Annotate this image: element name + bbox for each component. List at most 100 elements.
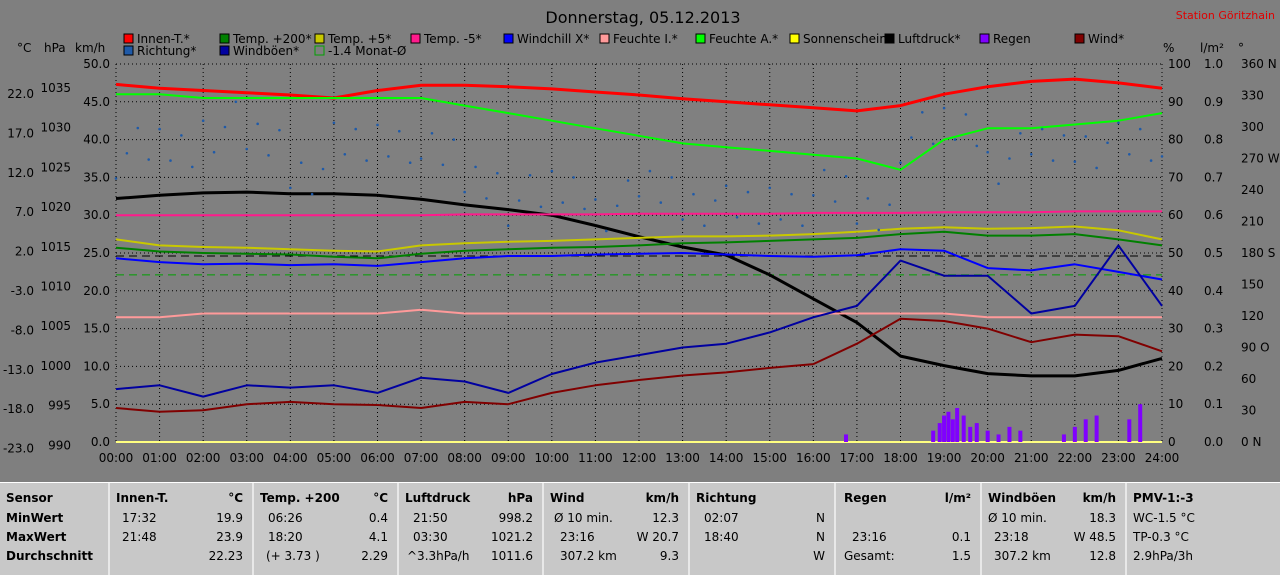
wind-direction-point <box>1128 153 1131 156</box>
kmh-tick-label: 35.0 <box>83 170 110 184</box>
deg-tick-label: 90 O <box>1241 341 1270 355</box>
wind-direction-point <box>605 229 608 233</box>
legend-swatch <box>695 33 706 44</box>
wind-direction-point <box>637 195 641 198</box>
wind-direction-point <box>757 222 761 225</box>
pct-tick-label: 90 <box>1168 95 1183 109</box>
rain-bar <box>1094 415 1099 442</box>
hpa-tick-label: 1025 <box>40 160 71 174</box>
wind-direction-point <box>812 193 815 197</box>
wind-direction-point <box>670 176 673 179</box>
time-tick-label: 00:00 <box>99 451 134 465</box>
pct-tick-label: 10 <box>1168 397 1183 411</box>
legend-swatch <box>123 33 134 44</box>
stats-time: 307.2 km <box>994 549 1051 563</box>
deg-tick-label: 300 <box>1241 120 1264 134</box>
temp-tick-label: 12.0 <box>7 166 34 180</box>
wind-direction-point <box>310 192 314 196</box>
kmh-tick-label: 50.0 <box>83 57 110 71</box>
wind-direction-point <box>986 150 989 154</box>
deg-tick-label: 210 <box>1241 215 1264 229</box>
temp-tick-label: -18.0 <box>3 402 34 416</box>
wind-direction-point <box>997 182 1000 185</box>
stats-col-sensor: Sensor MinWert MaxWert Durchschnitt <box>0 483 107 575</box>
wind-direction-point <box>713 199 717 202</box>
wind-direction-point <box>147 158 150 161</box>
deg-tick-label: 270 W <box>1241 152 1280 166</box>
stats-header: Wind <box>550 491 585 505</box>
wind-direction-point <box>408 161 412 164</box>
wind-direction-point <box>975 144 979 148</box>
wind-direction-point <box>321 167 325 171</box>
stats-col-regen: Regen l/m² 23:16 0.1 Gesamt: 1.5 <box>834 483 979 575</box>
time-tick-label: 01:00 <box>142 451 177 465</box>
stats-time: 21:50 <box>413 511 448 525</box>
rain-tick-label: 0.4 <box>1204 284 1223 298</box>
legend-label: Temp. +5* <box>327 32 391 46</box>
legend-label: Richtung* <box>137 44 196 58</box>
time-tick-label: 07:00 <box>404 451 439 465</box>
pct-tick-label: 80 <box>1168 133 1183 147</box>
wind-direction-point <box>125 151 129 155</box>
time-tick-label: 17:00 <box>840 451 875 465</box>
wind-direction-point <box>332 121 336 125</box>
hpa-tick-label: 995 <box>48 399 71 413</box>
wind-direction-point <box>833 200 837 203</box>
wind-direction-point <box>801 224 804 227</box>
stats-value: 4.1 <box>368 530 388 544</box>
time-tick-label: 04:00 <box>273 451 308 465</box>
wind-direction-point <box>528 174 532 177</box>
stats-col-innen: Innen-T. °C 17:32 19.9 21:48 23.9 22.23 <box>108 483 251 575</box>
stats-value: W 20.7 <box>636 530 679 544</box>
wind-direction-point <box>365 159 368 162</box>
stats-col-wind: Wind km/h Ø 10 min. 12.3 23:16 W 20.7 307.2… <box>542 483 687 575</box>
row-label-max: MaxWert <box>6 530 67 544</box>
rain-bar <box>1007 426 1012 442</box>
rain-bar <box>985 430 990 442</box>
pct-tick-label: 100 <box>1168 57 1191 71</box>
stats-value: 2.29 <box>361 549 388 563</box>
stats-value: W <box>813 549 825 563</box>
stats-header: Innen-T. <box>116 491 169 505</box>
stats-value: N <box>816 530 825 544</box>
hpa-tick-label: 1020 <box>40 200 71 214</box>
stats-unit: °C <box>373 491 388 505</box>
stats-value: 1.5 <box>951 549 971 563</box>
time-tick-label: 23:00 <box>1101 451 1136 465</box>
kmh-tick-label: 25.0 <box>83 246 110 260</box>
station-name: Station Göritzhain <box>1176 9 1275 22</box>
rain-tick-label: 0.3 <box>1204 322 1223 336</box>
rain-bar <box>1083 419 1088 442</box>
wind-direction-point <box>790 192 793 196</box>
stats-value: TP-0.3 °C <box>1133 530 1189 544</box>
wind-direction-point <box>234 100 238 104</box>
wind-direction-point <box>626 179 630 182</box>
wind-direction-point <box>1019 132 1022 135</box>
legend-label: Temp. -5* <box>423 32 482 46</box>
kmh-tick-label: 20.0 <box>83 284 110 298</box>
stats-time: 21:48 <box>122 530 157 544</box>
legend-label: Windchill X* <box>517 32 589 46</box>
time-tick-label: 12:00 <box>622 451 657 465</box>
hpa-tick-label: 1005 <box>40 319 71 333</box>
rain-bar <box>1018 430 1023 442</box>
stats-time: Ø 10 min. <box>554 511 613 525</box>
deg-tick-label: 150 <box>1241 278 1264 292</box>
deg-tick-label: 180 S <box>1241 246 1275 260</box>
kmh-tick-label: 40.0 <box>83 133 110 147</box>
series-line <box>116 93 1163 171</box>
series-line <box>115 317 1163 413</box>
wind-direction-point <box>136 126 140 130</box>
kmh-tick-label: 15.0 <box>83 322 110 336</box>
wind-direction-point <box>888 203 891 206</box>
deg-tick-label: 330 <box>1241 89 1264 103</box>
hpa-unit-label: hPa <box>44 41 66 55</box>
rain-tick-label: 0.7 <box>1204 170 1223 184</box>
pct-tick-label: 30 <box>1168 322 1183 336</box>
hpa-tick-label: 1010 <box>40 280 71 294</box>
time-tick-label: 05:00 <box>317 451 352 465</box>
wind-direction-point <box>561 201 565 204</box>
time-tick-label: 02:00 <box>186 451 221 465</box>
wind-direction-point <box>212 150 216 154</box>
wind-direction-point <box>866 197 870 200</box>
